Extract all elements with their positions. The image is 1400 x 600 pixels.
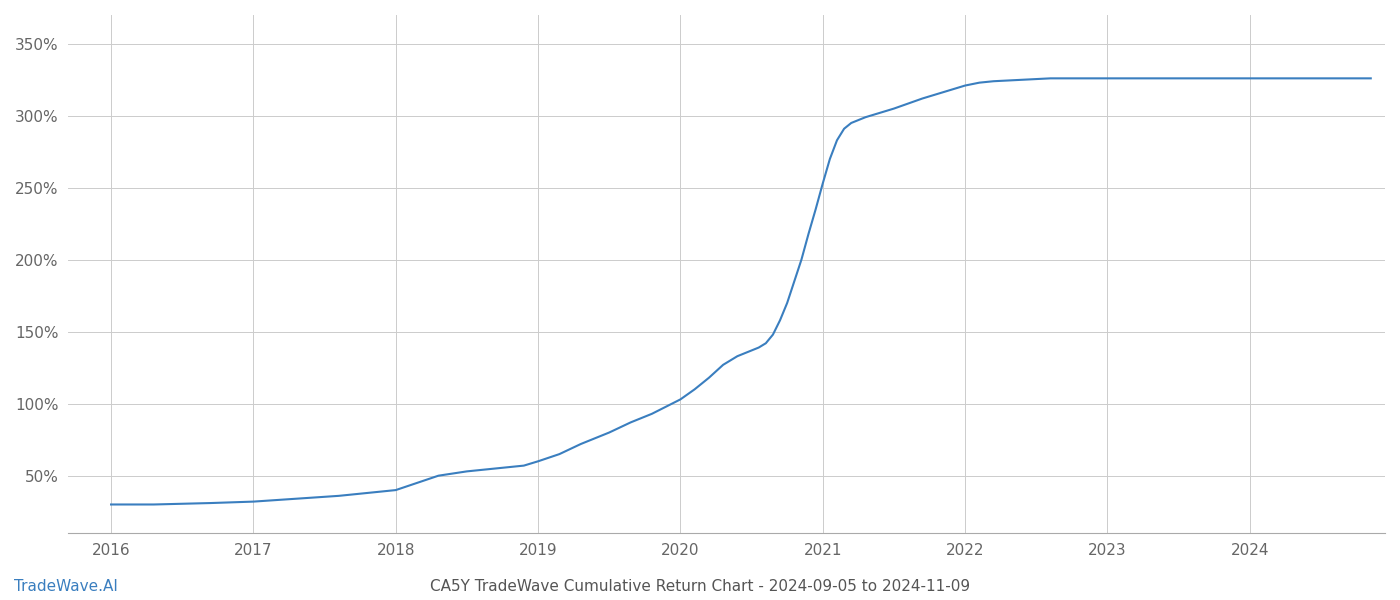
Text: CA5Y TradeWave Cumulative Return Chart - 2024-09-05 to 2024-11-09: CA5Y TradeWave Cumulative Return Chart -… bbox=[430, 579, 970, 594]
Text: TradeWave.AI: TradeWave.AI bbox=[14, 579, 118, 594]
